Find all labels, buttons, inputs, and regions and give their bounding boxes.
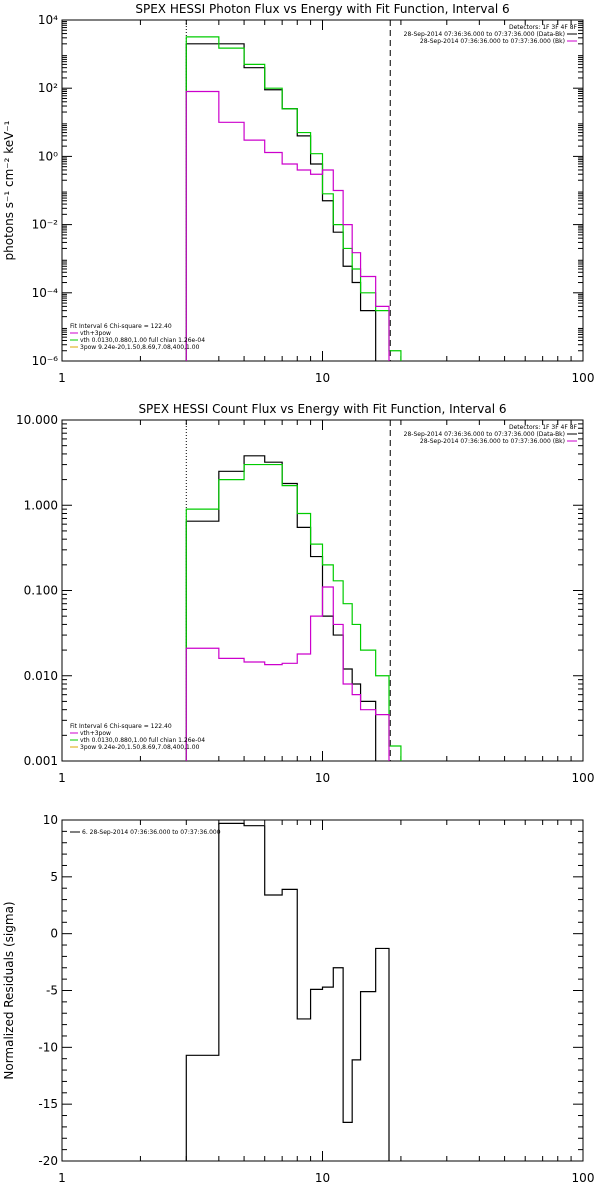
x-tick-label: 1 xyxy=(58,371,66,385)
panel-2: SPEX HESSI Count Flux vs Energy with Fit… xyxy=(16,402,594,785)
y-tick-label: 10² xyxy=(38,81,58,95)
fit-legend-entry-label: vth 0.0130,0.880,1.00 full chian 1.26e-0… xyxy=(80,337,205,344)
legend-header: Detectors: 1F 3F 4F 8F xyxy=(509,24,578,31)
panel-1: SPEX HESSI Photon Flux vs Energy with Fi… xyxy=(2,2,594,385)
series-group xyxy=(185,36,402,361)
fit-legend-entry-label: vth+3pow xyxy=(80,730,111,737)
y-tick-label: 0.001 xyxy=(24,754,58,768)
fit-legend-entry-label: vth+3pow xyxy=(80,330,111,337)
y-tick-label: 0.100 xyxy=(24,584,58,598)
y-tick-label: 1.000 xyxy=(24,498,58,512)
panel-3: 1 10 100 -20 -15 -10 -5 0 5 10 Normalized Residual… xyxy=(2,813,594,1185)
legend-header: Detectors: 1F 3F 4F 8F xyxy=(509,424,578,431)
y-tick-label: 10⁴ xyxy=(38,13,58,27)
chart-title: SPEX HESSI Photon Flux vs Energy with Fi… xyxy=(135,2,509,16)
series-2-step-line xyxy=(185,36,402,361)
y-tick-label: 10 xyxy=(43,813,58,827)
plot-frame xyxy=(61,819,584,1162)
x-tick-label: 10 xyxy=(315,771,330,785)
x-tick-label: 100 xyxy=(572,771,595,785)
y-tick-label: -15 xyxy=(38,1097,58,1111)
y-axis-label: Normalized Residuals (sigma) xyxy=(2,901,16,1079)
fit-legend: Fit Interval 6 Chi-square = 122.40vth+3p… xyxy=(70,323,205,351)
x-tick-label: 1 xyxy=(58,1171,66,1185)
x-tick-label: 1 xyxy=(58,771,66,785)
series-1-step-line xyxy=(185,43,377,361)
fit-legend-header: Fit Interval 6 Chi-square = 122.40 xyxy=(70,723,172,730)
legend-entry-label: 28-Sep-2014 07:36:36.000 to 07:37:36.000… xyxy=(420,38,565,45)
y-tick-label: 0.010 xyxy=(24,669,58,683)
y-tick-label: 10⁻⁴ xyxy=(32,286,59,300)
fit-legend-entry-label: vth 0.0130,0.880,1.00 full chian 1.26e-0… xyxy=(80,737,205,744)
series-2-step-line xyxy=(185,463,402,761)
fit-legend-header: Fit Interval 6 Chi-square = 122.40 xyxy=(70,323,172,330)
y-tick-label: 0 xyxy=(50,927,58,941)
series-1-step-line xyxy=(185,822,390,1161)
y-tick-label: 10⁻² xyxy=(32,218,59,232)
fit-legend-entry-label: 3pow 9.24e-20,1.50,8.69,7.08,400,1.00 xyxy=(80,744,200,751)
legend-entry-label: 28-Sep-2014 07:36:36.000 to 07:37:36.000… xyxy=(404,431,565,438)
x-tick-label: 10 xyxy=(315,1171,330,1185)
fit-legend: Fit Interval 6 Chi-square = 122.40vth+3p… xyxy=(70,723,205,751)
series-3-step-line xyxy=(185,586,390,761)
y-tick-label: -5 xyxy=(46,984,58,998)
y-tick-label: -10 xyxy=(38,1040,58,1054)
legend-entry-label: 28-Sep-2014 07:36:36.000 to 07:37:36.000… xyxy=(404,31,565,38)
y-tick-label: 10⁰ xyxy=(38,149,58,163)
y-axis-label: photons s⁻¹ cm⁻² keV⁻¹ xyxy=(2,120,16,260)
legend-entry-label: 28-Sep-2014 07:36:36.000 to 07:37:36.000… xyxy=(420,438,565,445)
x-tick-label: 100 xyxy=(572,1171,595,1185)
series-1-step-line xyxy=(185,455,377,761)
x-tick-label: 100 xyxy=(572,371,595,385)
y-tick-label: 10⁻⁶ xyxy=(32,354,59,368)
legend-entry-label: 6. 28-Sep-2014 07:36:36.000 to 07:37:36.… xyxy=(82,829,221,836)
chart-title: SPEX HESSI Count Flux vs Energy with Fit… xyxy=(138,402,506,416)
series-group xyxy=(185,822,390,1161)
fit-legend-entry-label: 3pow 9.24e-20,1.50,8.69,7.08,400,1.00 xyxy=(80,344,200,351)
legend: 6. 28-Sep-2014 07:36:36.000 to 07:37:36.… xyxy=(70,829,221,836)
series-3-step-line xyxy=(185,90,390,361)
y-tick-label: -20 xyxy=(38,1154,58,1168)
y-tick-label: 10.000 xyxy=(16,413,58,427)
series-group xyxy=(185,455,402,761)
x-tick-label: 10 xyxy=(315,371,330,385)
y-tick-label: 5 xyxy=(50,870,58,884)
